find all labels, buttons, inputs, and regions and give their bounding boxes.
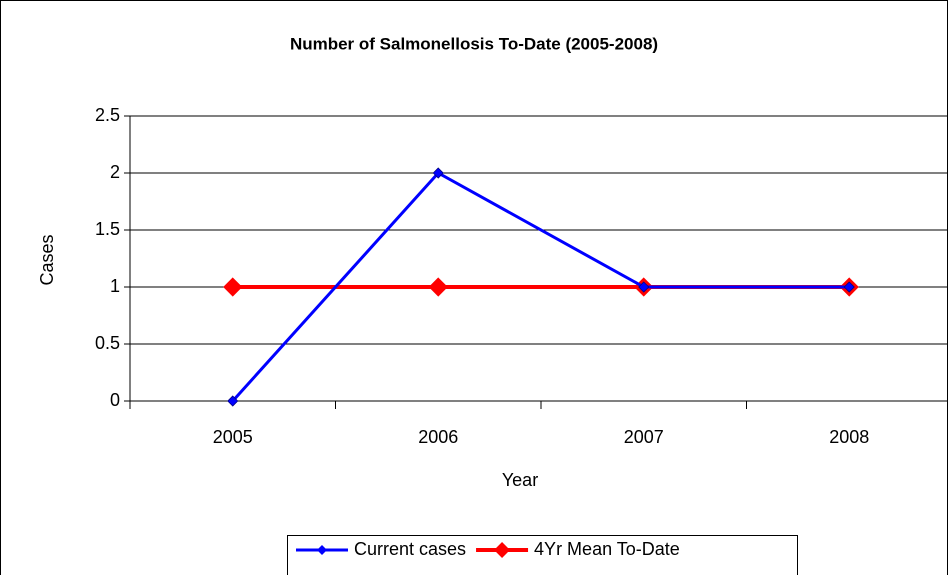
x-tick-label: 2006 [418, 427, 458, 447]
chart-title: Number of Salmonellosis To-Date (2005-20… [290, 34, 658, 53]
legend-marker [317, 545, 327, 555]
x-axis-label: Year [502, 470, 538, 490]
y-tick-label: 0 [110, 390, 120, 410]
y-tick-label: 1.5 [95, 219, 120, 239]
x-tick-label: 2008 [829, 427, 869, 447]
data-point [843, 281, 855, 293]
data-point [638, 281, 650, 293]
y-tick-label: 2 [110, 162, 120, 182]
data-point [428, 277, 448, 297]
y-tick-label: 0.5 [95, 333, 120, 353]
legend-label: Current cases [354, 539, 466, 559]
y-tick-label: 1 [110, 276, 120, 296]
legend-box [287, 535, 798, 575]
data-point [223, 277, 243, 297]
series-line [231, 171, 850, 403]
x-tick-label: 2007 [624, 427, 664, 447]
legend-marker [494, 542, 511, 558]
data-point [227, 395, 239, 407]
legend-label: 4Yr Mean To-Date [534, 539, 680, 559]
data-point [432, 167, 444, 179]
y-tick-label: 2.5 [95, 105, 120, 125]
y-axis-label: Cases [37, 234, 57, 285]
x-tick-label: 2005 [213, 427, 253, 447]
